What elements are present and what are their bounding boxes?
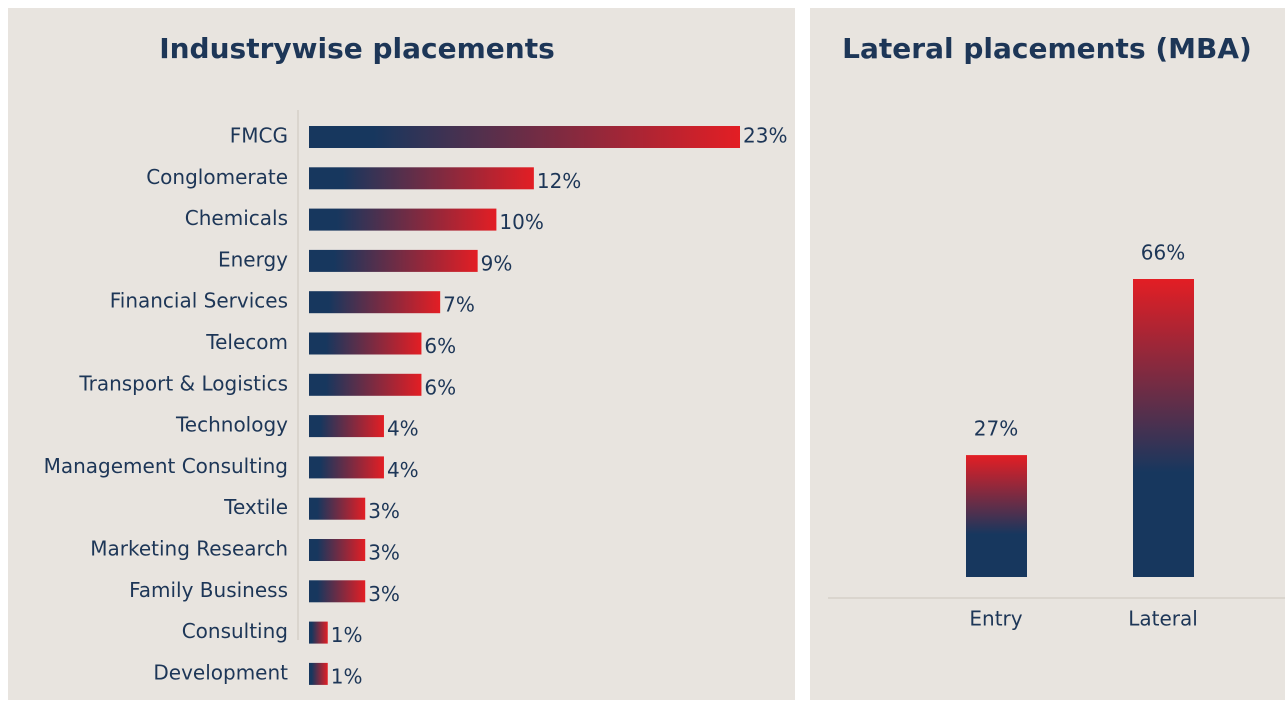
value-label: 1% xyxy=(331,623,363,647)
value-label: 1% xyxy=(331,664,363,688)
bar xyxy=(309,126,740,148)
bar xyxy=(309,291,441,314)
bar xyxy=(309,208,497,231)
value-label: 3% xyxy=(368,541,400,565)
category-label: Conglomerate xyxy=(146,165,288,189)
x-tick-label: Entry xyxy=(969,607,1022,631)
value-label: 10% xyxy=(499,210,543,234)
bar xyxy=(1133,279,1194,577)
category-label: Marketing Research xyxy=(90,537,288,561)
value-label: 3% xyxy=(368,582,400,606)
x-tick-label: Lateral xyxy=(1128,607,1198,631)
category-label: Development xyxy=(153,660,288,684)
value-label: 12% xyxy=(537,169,581,193)
bar xyxy=(309,456,384,479)
category-label: Technology xyxy=(175,413,288,437)
bar xyxy=(309,415,384,438)
right-panel xyxy=(810,8,1285,700)
category-label: Management Consulting xyxy=(44,454,288,478)
category-label: Family Business xyxy=(129,578,288,602)
category-label: Telecom xyxy=(205,330,288,354)
bar xyxy=(309,167,534,190)
bar xyxy=(309,662,328,685)
value-label: 4% xyxy=(387,458,419,482)
category-label: Consulting xyxy=(182,619,288,643)
bar xyxy=(309,373,422,396)
bar xyxy=(309,539,366,561)
value-label: 66% xyxy=(1141,241,1185,265)
category-label: Energy xyxy=(218,247,288,271)
category-label: FMCG xyxy=(230,124,288,148)
value-label: 23% xyxy=(743,124,787,148)
value-label: 7% xyxy=(443,293,475,317)
value-label: 3% xyxy=(368,499,400,523)
category-label: Chemicals xyxy=(185,206,288,230)
category-label: Transport & Logistics xyxy=(78,371,288,395)
category-label: Textile xyxy=(223,495,288,519)
category-label: Financial Services xyxy=(110,289,288,313)
value-label: 4% xyxy=(387,417,419,441)
value-label: 6% xyxy=(424,334,456,358)
bar xyxy=(309,332,422,355)
bar xyxy=(309,621,328,644)
chart-title: Industrywise placements xyxy=(159,32,555,65)
bar xyxy=(309,249,478,272)
chart-title: Lateral placements (MBA) xyxy=(842,32,1252,65)
bar xyxy=(966,455,1027,577)
value-label: 27% xyxy=(974,417,1018,441)
value-label: 9% xyxy=(481,251,513,275)
bar xyxy=(309,497,366,520)
value-label: 6% xyxy=(424,375,456,399)
bar xyxy=(309,580,366,603)
